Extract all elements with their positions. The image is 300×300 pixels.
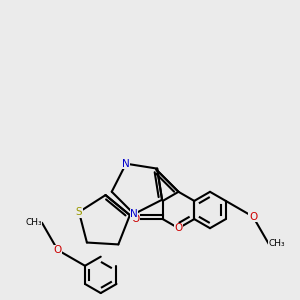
Text: CH₃: CH₃ — [269, 239, 285, 248]
Text: CH₃: CH₃ — [25, 218, 42, 227]
Text: O: O — [174, 223, 183, 233]
Text: N: N — [130, 209, 138, 219]
Text: O: O — [131, 214, 140, 224]
Text: N: N — [122, 159, 130, 169]
Text: O: O — [249, 212, 257, 222]
Text: S: S — [76, 207, 82, 217]
Text: O: O — [54, 245, 62, 255]
